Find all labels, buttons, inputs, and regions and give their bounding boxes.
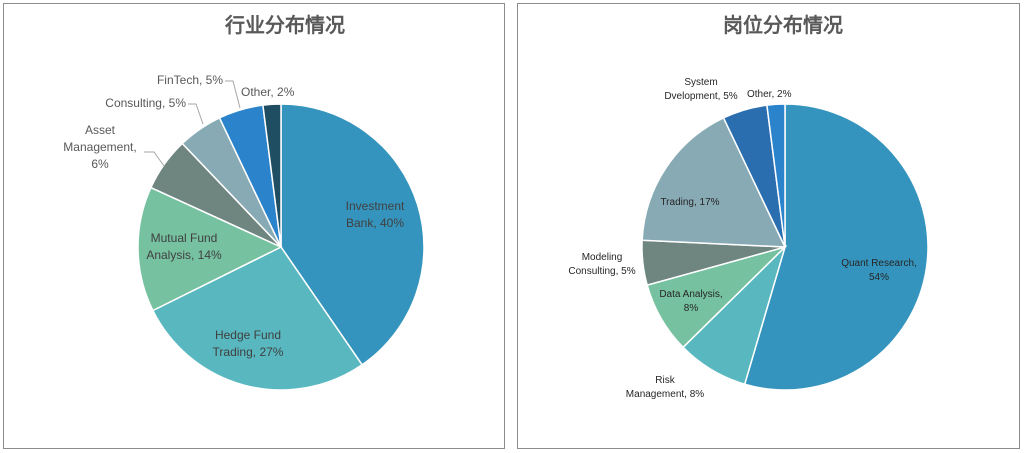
leader-line-asset-management [144, 151, 165, 167]
industry-chart-panel: 行业分布情况 Investment Bank, 40% Hedge Fund Trad… [3, 3, 505, 449]
pie-slice-investment-bank [280, 103, 425, 366]
data-label-asset-management: Asset Management, 6% [63, 123, 136, 171]
data-label-trading: Trading, 17% [660, 197, 719, 208]
data-label-other: Other, 2% [747, 89, 792, 100]
data-label-mutual-fund-analysis: Mutual Fund Analysis, 14% [146, 231, 222, 262]
data-label-investment-bank: Investment Bank, 40% [346, 199, 405, 230]
data-label-quant-research: Quant Research, 54% [841, 258, 917, 283]
data-label-modeling-consulting: Modeling Consulting, 5% [568, 252, 635, 277]
data-label-data-analysis: Data Analysis, 8% [659, 289, 722, 314]
pie-slice-other [766, 103, 786, 248]
pie-slice-quant-research [743, 103, 929, 391]
pie-slice-other [262, 103, 282, 248]
position-chart-panel: 岗位分布情况 Quant Research, 54% Risk Management,… [517, 3, 1020, 449]
data-label-risk-management: Risk Management, 8% [626, 375, 704, 400]
pie-slice-hedge-fund-trading [151, 246, 364, 391]
data-label-fintech: FinTech, 5% [157, 73, 223, 87]
chart-title: 行业分布情况 [224, 13, 345, 37]
chart-title: 岗位分布情况 [723, 13, 843, 37]
pie-slice-trading [641, 116, 787, 248]
position-pie-chart: 岗位分布情况 Quant Research, 54% Risk Management,… [568, 13, 929, 400]
leader-line-fintech [225, 80, 241, 109]
data-label-system-dvelopment: System Dvelopment, 5% [664, 77, 737, 102]
data-label-other: Other, 2% [241, 85, 295, 99]
leader-line-consulting [188, 103, 204, 125]
data-label-consulting: Consulting, 5% [105, 96, 186, 110]
industry-pie-chart: 行业分布情况 Investment Bank, 40% Hedge Fund Trad… [63, 13, 425, 391]
pie-slice-mutual-fund-analysis [137, 186, 283, 312]
data-label-hedge-fund-trading: Hedge Fund Trading, 27% [213, 328, 284, 359]
